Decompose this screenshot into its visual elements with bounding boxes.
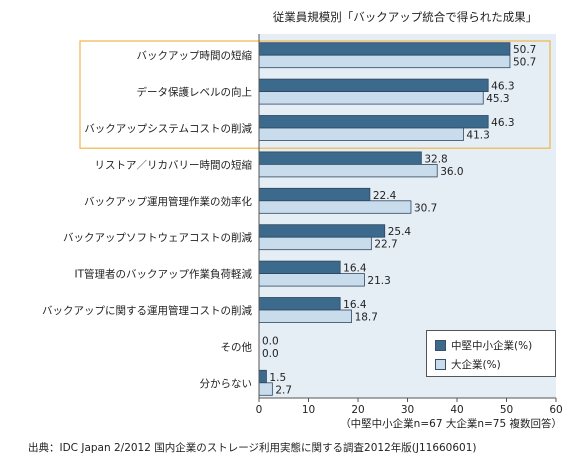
value-label-sme: 22.4 <box>373 190 397 202</box>
x-tick-label: 50 <box>500 404 513 416</box>
category-label: リストア／リカバリー時間の短縮 <box>95 158 253 171</box>
bar-sme <box>258 151 422 165</box>
value-label-large: 50.7 <box>513 57 536 69</box>
value-label-large: 21.3 <box>367 275 390 287</box>
bar-sme <box>258 297 341 311</box>
x-tick-label: 60 <box>549 404 562 416</box>
category-label: バックアップソフトウェアコストの削減 <box>63 231 252 244</box>
bar-large <box>258 382 273 396</box>
x-tick-label: 10 <box>302 404 315 416</box>
bar-large <box>258 127 464 141</box>
category-label: 分からない <box>200 378 253 390</box>
bar-large <box>258 91 484 105</box>
bar-sme <box>258 42 511 56</box>
value-label-large: 30.7 <box>414 202 437 214</box>
legend-swatch-sme <box>435 340 446 351</box>
bar-large <box>258 163 438 178</box>
bar-large <box>258 236 372 251</box>
bar-large <box>258 273 365 287</box>
value-label-sme: 1.5 <box>269 372 286 384</box>
value-label-large: 41.3 <box>466 130 489 142</box>
legend-label-sme: 中堅中小企業(%) <box>451 340 533 352</box>
legend-item-sme: 中堅中小企業(%) <box>435 338 532 353</box>
value-label-large: 22.7 <box>374 239 397 251</box>
value-label-large: 45.3 <box>486 93 509 105</box>
value-label-sme: 32.8 <box>424 153 447 165</box>
value-label-sme: 16.4 <box>343 263 367 275</box>
x-tick-label: 30 <box>401 404 414 416</box>
source-citation: 出典：IDC Japan 2/2012 国内企業のストレージ利用実態に関する調査… <box>28 442 477 454</box>
bar-sme <box>258 78 489 92</box>
category-label: データ保護レベルの向上 <box>137 86 253 99</box>
bar-sme <box>258 224 386 238</box>
legend-label-large: 大企業(%) <box>451 359 501 371</box>
bar-sme <box>258 260 341 275</box>
highlight-box <box>79 40 551 149</box>
sample-size-note: （中堅中小企業n=67 大企業n=75 複数回答） <box>340 418 562 430</box>
value-label-sme: 16.4 <box>343 299 367 311</box>
category-label: IT管理者のバックアップ作業負荷軽減 <box>74 268 252 281</box>
category-label: その他 <box>221 340 253 353</box>
value-label-large: 18.7 <box>355 312 378 324</box>
legend-item-large: 大企業(%) <box>435 357 501 372</box>
value-label-sme: 46.3 <box>491 81 514 93</box>
category-label: バックアップ時間の短縮 <box>137 49 253 62</box>
value-label-sme: 25.4 <box>388 226 412 238</box>
bar-sme <box>258 369 267 384</box>
bar-large <box>258 309 352 323</box>
value-label-sme: 50.7 <box>513 44 536 56</box>
category-label: バックアップに関する運用管理コストの削減 <box>42 304 252 317</box>
category-label: バックアップ運用管理作業の効率化 <box>84 195 252 208</box>
bar-sme <box>258 115 489 129</box>
value-label-large: 0.0 <box>262 348 279 360</box>
x-tick-label: 40 <box>450 404 463 416</box>
value-label-sme: 0.0 <box>262 335 279 347</box>
bar-sme <box>258 187 371 202</box>
chart-title: 従業員規模別「バックアップ統合で得られた成果」 <box>272 10 538 24</box>
bar-large <box>258 200 412 214</box>
category-label: バックアップシステムコストの削減 <box>84 122 252 135</box>
legend-swatch-large <box>435 359 446 370</box>
value-label-large: 36.0 <box>440 166 463 178</box>
value-label-large: 2.7 <box>275 384 292 396</box>
value-label-sme: 46.3 <box>491 117 514 129</box>
x-tick-label: 0 <box>256 404 263 416</box>
legend: 中堅中小企業(%) 大企業(%) <box>426 330 556 377</box>
bar-large <box>258 54 511 69</box>
x-tick-label: 20 <box>351 404 364 416</box>
